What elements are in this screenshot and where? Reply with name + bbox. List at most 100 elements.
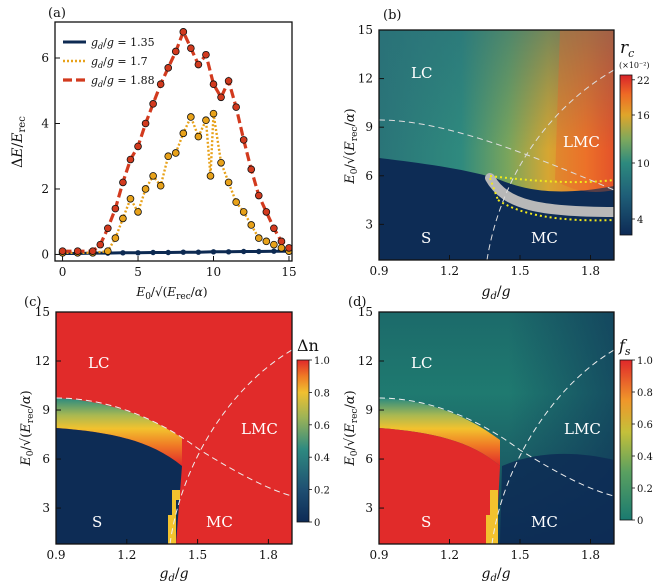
colorbar-tick-label: 0.8 (637, 388, 653, 399)
series-3-point (111, 204, 120, 213)
series-2-point (209, 109, 218, 118)
series-2-point (224, 178, 233, 187)
series-2-point (239, 208, 248, 216)
panel-b-colorbar-label: rc (620, 38, 634, 60)
panel-b-region-s: S (421, 229, 431, 247)
series-2-point (126, 194, 135, 203)
panel-d-heatmap-field (379, 312, 614, 544)
colorbar-tick-label: 0 (637, 516, 643, 527)
panel-b-heatmap: (b) LC LMC S MC 0.9 1.2 1.5 1.8 3 6 9 12 15 4 10 1… (343, 8, 650, 302)
series-3-point (247, 165, 256, 174)
panel-b-heatmap-field (379, 30, 614, 260)
series-2-point (232, 198, 240, 206)
y-tick-label: 6 (42, 452, 50, 466)
panel-d-frame (378, 311, 615, 545)
series-3-point (141, 119, 150, 128)
series-3-point (262, 208, 271, 216)
panel-d-heatmap: (d) LC LMC S MC 0.9 1.2 1.5 1.8 3 6 9 12 15 0 0.2… (343, 295, 653, 584)
panel-c-label: (c) (24, 295, 41, 310)
series-3-point (58, 247, 67, 255)
series-3-point (119, 178, 127, 187)
series-2-point (262, 237, 271, 246)
y-tick-label: 12 (358, 354, 373, 368)
y-tick-label: 3 (365, 501, 373, 515)
series-3-point (126, 155, 135, 164)
series-2-line (62, 113, 290, 255)
series-3-point (277, 237, 286, 246)
panel-d-x-axis-label: gd/g (481, 566, 510, 582)
panel-b-colorbar (619, 74, 633, 236)
x-tick-label: 1.5 (510, 264, 529, 278)
series-2-point (217, 158, 225, 167)
colorbar-tick-label: 22 (637, 76, 650, 87)
series-2-point (277, 244, 286, 252)
y-tick-label: 4 (41, 116, 49, 130)
panel-b-label: (b) (383, 8, 401, 23)
y-tick-label: 9 (42, 403, 50, 417)
y-tick-label: 12 (358, 72, 373, 86)
series-2-point (119, 214, 127, 223)
y-tick-label: 2 (41, 182, 49, 196)
panel-d-label: (d) (348, 295, 366, 310)
series-3-point (104, 224, 112, 233)
x-tick-label: 1.2 (440, 548, 459, 562)
series-3-point (209, 80, 218, 89)
x-tick-label: 1.2 (440, 264, 459, 278)
panel-c-region-s: S (92, 513, 102, 531)
x-tick-label: 1.2 (117, 548, 136, 562)
x-tick-label: 10 (206, 265, 221, 279)
panel-b-x-axis-label: gd/g (481, 284, 510, 302)
colorbar-tick-label: 0.2 (637, 484, 653, 495)
panel-d-region-lc: LC (411, 354, 432, 372)
x-tick-label: 0.9 (369, 548, 388, 562)
panel-b-frame (378, 29, 615, 261)
x-tick-label: 1.8 (581, 264, 600, 278)
panel-b-y-axis-label: E0/√(Erec/α) (343, 108, 360, 184)
panel-c-heatmap-field (56, 312, 292, 544)
panel-b-region-lmc: LMC (563, 133, 600, 151)
panel-c-frame (55, 311, 293, 545)
series-3-point (254, 191, 263, 200)
series-2-point (156, 181, 165, 190)
series-1-point (256, 248, 262, 255)
panel-c-y-axis-label: E0/√(Erec/α) (19, 390, 36, 466)
series-3-point (270, 224, 278, 233)
x-tick-label: 0 (59, 265, 67, 279)
panel-a-x-axis-label: E0/√(Erec/α) (135, 285, 207, 302)
legend-label: gd/g = 1.88 (91, 74, 155, 89)
x-tick-label: 1.8 (581, 548, 600, 562)
panel-c-colorbar-label: Δn (297, 336, 319, 355)
series-3-point (224, 77, 233, 85)
series-2-point (270, 240, 278, 249)
panel-c-region-lmc: LMC (241, 420, 278, 438)
series-1-point (240, 248, 247, 255)
panel-d-colorbar (619, 359, 633, 521)
colorbar-tick-label: 16 (637, 111, 650, 122)
panel-c-colorbar (296, 359, 310, 523)
colorbar-tick-label: 0.4 (314, 453, 330, 464)
series-2-point (134, 208, 142, 216)
series-3-point (134, 142, 142, 151)
series-3-point (171, 47, 180, 56)
series-1-point (165, 249, 171, 256)
series-1-point (225, 249, 232, 255)
y-tick-label: 6 (365, 452, 373, 466)
series-3-point (156, 80, 165, 89)
colorbar-tick-label: 1.0 (637, 356, 653, 367)
panel-d-colorbar-label: fs (618, 336, 631, 358)
series-2-point (187, 113, 195, 121)
series-3-point (194, 60, 203, 69)
series-2-point (149, 172, 157, 180)
y-tick-label: 9 (365, 403, 373, 417)
panel-c-region-lc: LC (88, 354, 109, 372)
series-2-point (179, 129, 188, 138)
series-2-point (247, 221, 256, 229)
panel-c-heatmap: (c) LC LMC S MC 0.9 1.2 1.5 1.8 3 6 9 12 15 0 0.2… (19, 295, 330, 584)
panel-d-y-axis-label: E0/√(Erec/α) (343, 390, 360, 466)
series-2-point (104, 247, 112, 255)
series-3-point (232, 103, 240, 111)
series-3-point (149, 100, 157, 108)
series-2-point (254, 234, 263, 242)
